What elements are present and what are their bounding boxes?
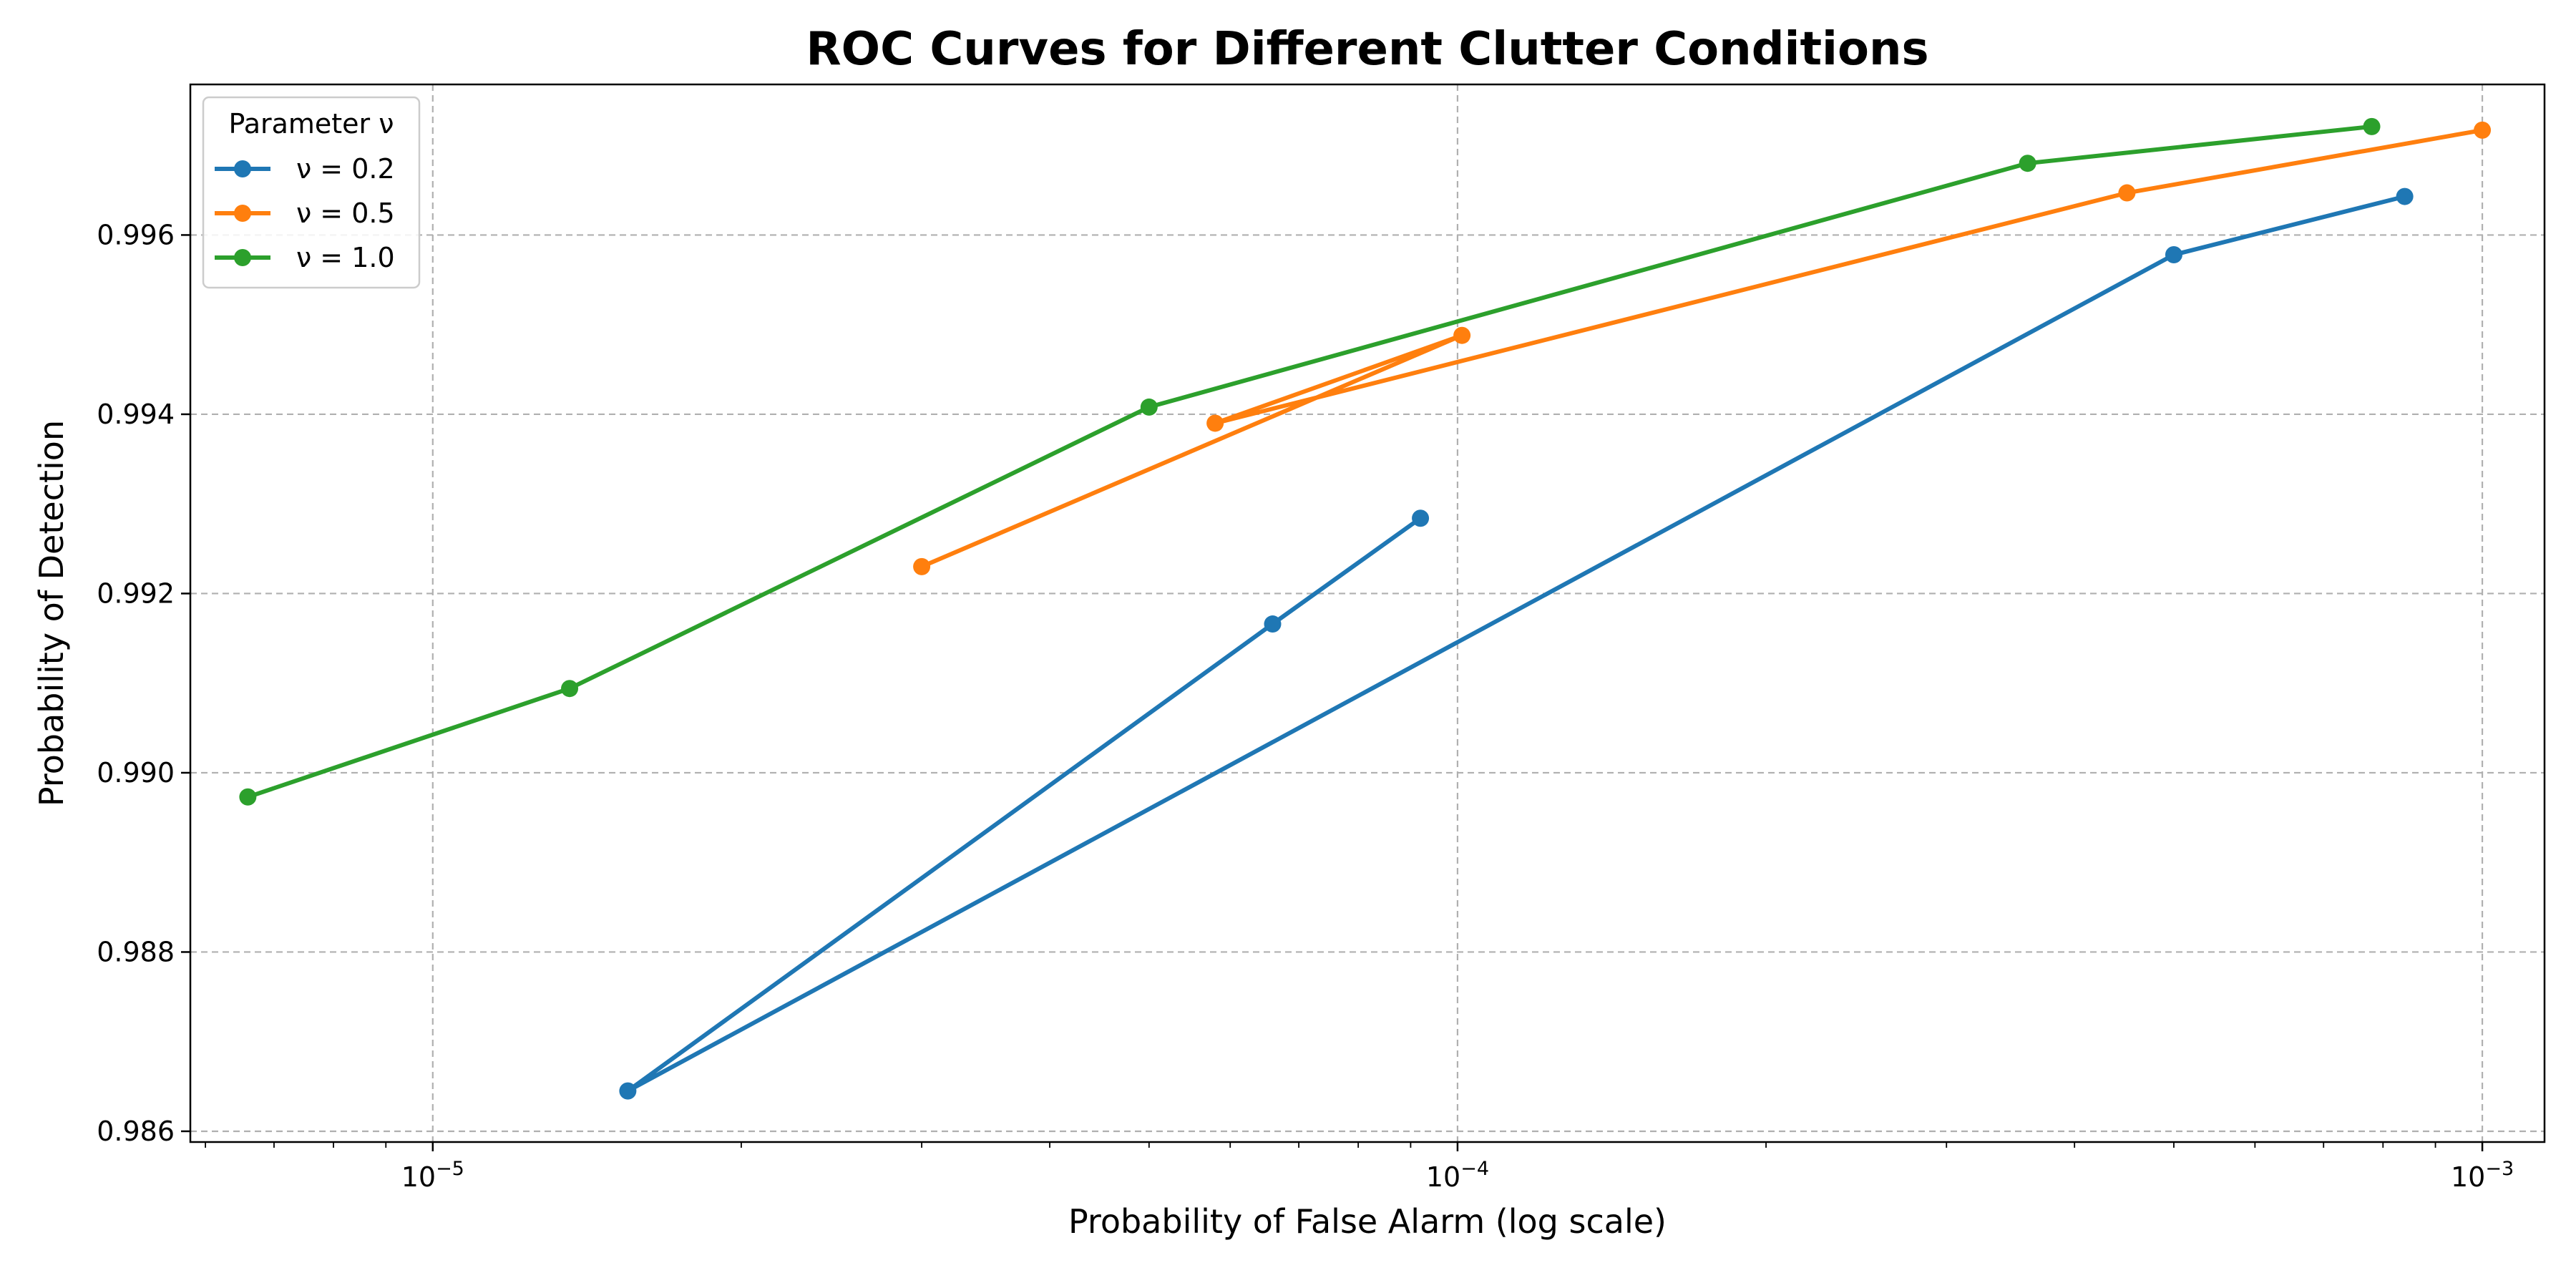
- legend-entries: ν = 0.2 ν = 0.5 ν = 1.0: [215, 153, 395, 273]
- x-tick-label-exponent: −5: [436, 1158, 464, 1180]
- y-tick-label: 0.990: [97, 757, 175, 789]
- legend-label: ν = 0.5: [296, 197, 395, 229]
- y-tick-label: 0.996: [97, 219, 175, 250]
- series-1: [913, 121, 2492, 575]
- data-point: [1264, 615, 1282, 633]
- x-tick-label-base: 10: [401, 1161, 436, 1193]
- data-point: [1140, 398, 1158, 416]
- data-point: [2019, 155, 2036, 172]
- data-point: [619, 1082, 637, 1100]
- plot-frame: [189, 83, 2546, 1143]
- y-tick-label: 0.994: [97, 399, 175, 430]
- y-tick-label: 0.992: [97, 577, 175, 609]
- x-tick-label-exponent: −3: [2485, 1158, 2514, 1180]
- x-tick-label: 10−3: [2451, 1158, 2514, 1193]
- series-2: [239, 117, 2381, 806]
- data-point: [561, 680, 579, 698]
- chart-title: ROC Curves for Different Clutter Conditi…: [806, 23, 1928, 76]
- legend-marker-swatch: [234, 160, 251, 177]
- y-tick-label: 0.986: [97, 1116, 175, 1147]
- y-tick-label: 0.988: [97, 936, 175, 967]
- x-tick-label-exponent: −4: [1460, 1158, 1489, 1180]
- series-layer: [239, 117, 2492, 1100]
- legend-marker-swatch: [234, 249, 251, 266]
- y-axis-label: Probability of Detection: [32, 420, 71, 806]
- data-point: [2165, 245, 2182, 263]
- legend-marker-swatch: [234, 205, 251, 222]
- x-tick-label-base: 10: [1426, 1161, 1460, 1193]
- data-point: [2396, 187, 2414, 205]
- data-point: [2363, 117, 2381, 135]
- legend-entry: ν = 0.2: [215, 153, 395, 185]
- data-point: [1206, 414, 1224, 432]
- series-line: [919, 127, 2485, 569]
- legend-entry: ν = 0.5: [215, 197, 395, 229]
- series-0: [619, 187, 2414, 1100]
- data-point: [2474, 121, 2492, 139]
- x-tick-label-base: 10: [2451, 1161, 2485, 1193]
- legend-entry: ν = 1.0: [215, 242, 395, 273]
- data-point: [913, 557, 931, 575]
- legend-box: [202, 96, 421, 289]
- x-tick-label: 10−5: [401, 1158, 464, 1193]
- series-line: [625, 194, 2407, 1093]
- legend-label: ν = 0.2: [296, 153, 395, 185]
- legend: Parameter ν ν = 0.2 ν = 0.5 ν = 1.0: [202, 96, 421, 289]
- x-tick-label: 10−4: [1426, 1158, 1489, 1193]
- legend-label: ν = 1.0: [296, 242, 395, 273]
- data-point: [1412, 509, 1430, 527]
- data-point: [239, 788, 257, 806]
- x-axis-label: Probability of False Alarm (log scale): [1068, 1202, 1667, 1241]
- data-point: [2118, 184, 2136, 202]
- data-point: [1453, 326, 1471, 344]
- grid-lines: [190, 84, 2545, 1142]
- legend-title: Parameter ν: [228, 108, 394, 140]
